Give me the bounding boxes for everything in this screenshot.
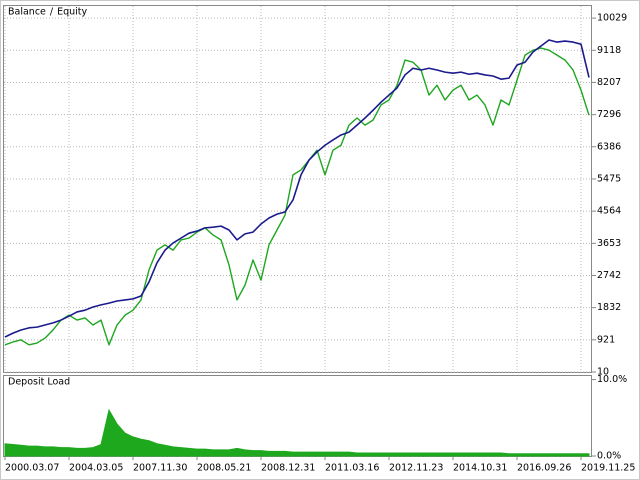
x-tick-label: 2008.05.21 [197,463,251,474]
area [4,408,590,457]
legend-separator: / [50,7,54,18]
main-panel [3,5,592,373]
legend-entry: Balance [8,7,46,18]
labels: Balance / Equity Deposit Load 10 921 1832 2… [5,7,635,474]
x-tick-label: 2012.11.23 [389,463,443,474]
grid [4,6,596,460]
y-tick-label: 7296 [597,109,621,120]
x-tick-label: 2016.09.26 [517,463,571,474]
y-tick-label: 9118 [597,45,621,56]
y-tick-label: 2742 [597,270,621,281]
legend-entry: Equity [57,7,87,18]
y-tick-label: 3653 [597,238,621,249]
panel-title: Deposit Load [8,377,70,388]
x-tick-label: 2019.11.25 [581,463,635,474]
x-tick-label: 2008.12.31 [261,463,315,474]
y-tick-label: 10 [597,367,609,378]
x-tick-label: 2000.03.07 [5,463,59,474]
y-tick-label: 1832 [597,302,621,313]
series-line [4,47,590,346]
y-tick-label: 6386 [597,141,621,152]
x-tick-label: 2014.10.31 [453,463,507,474]
y-tick-label: 10.0% [597,374,627,385]
load-panel [3,375,592,457]
y-tick-label: 5475 [597,173,621,184]
x-tick-label: 2011.03.16 [325,463,379,474]
x-tick-label: 2004.03.05 [69,463,123,474]
marks [4,39,590,457]
y-tick-label: 4564 [597,206,621,217]
y-tick-label: 0.0% [597,451,621,462]
y-tick-label: 921 [597,334,615,345]
y-tick-label: 8207 [597,77,621,88]
series-line [4,39,590,338]
y-tick-label: 10029 [597,13,627,24]
x-tick-label: 2007.11.30 [133,463,187,474]
